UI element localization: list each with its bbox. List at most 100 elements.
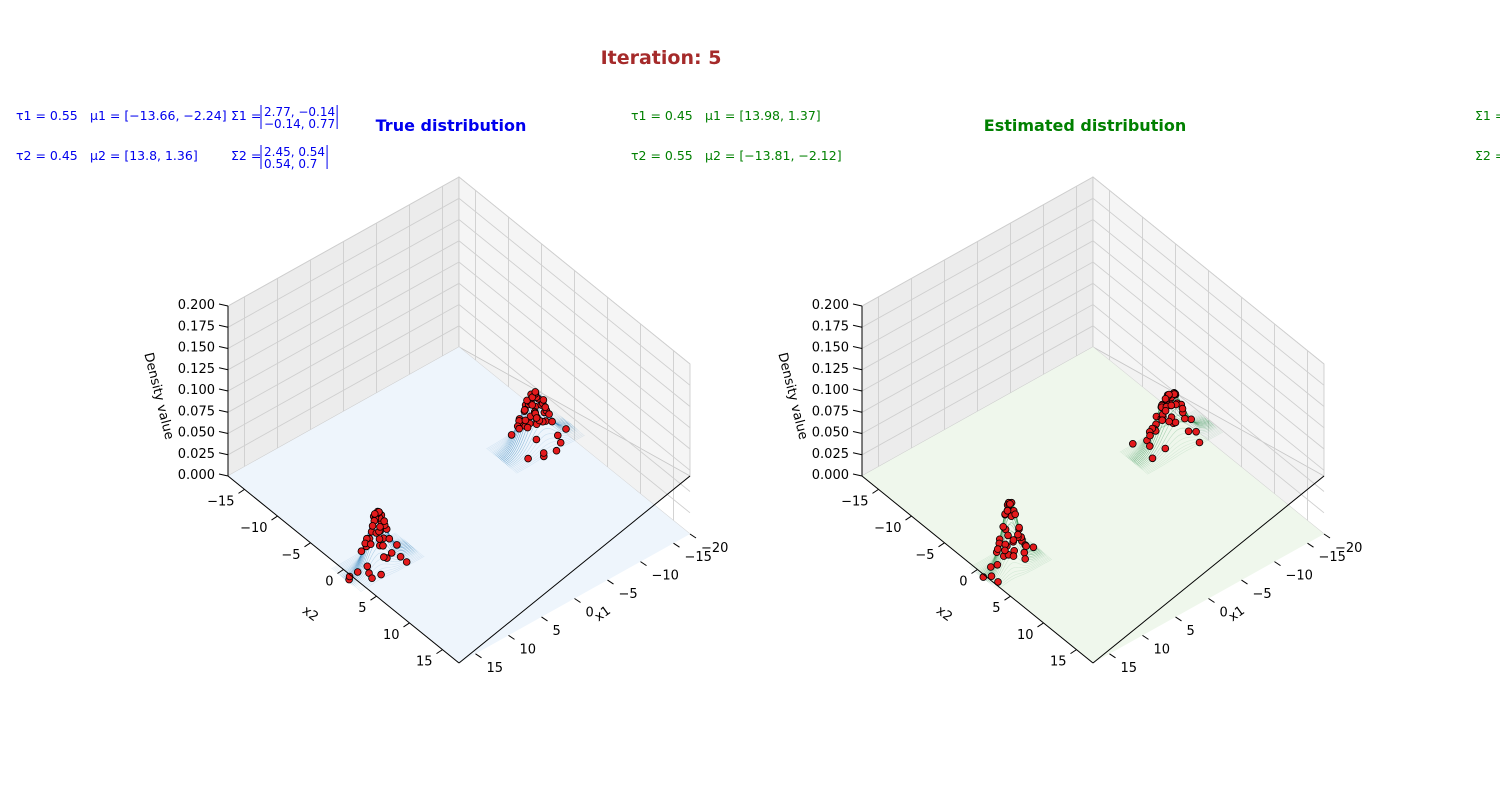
- z-tick-label: 0.100: [812, 383, 849, 398]
- z-tick-label: 0.200: [812, 298, 849, 313]
- x2-tick: [304, 542, 311, 548]
- z-tick: [852, 452, 863, 456]
- surface-line: [992, 555, 1048, 587]
- x2-axis-label: x2: [933, 603, 955, 625]
- data-point: [1187, 415, 1195, 424]
- data-point: [532, 435, 541, 444]
- data-point: [363, 562, 372, 571]
- sigma-row-1: 2.45, 0.54: [264, 145, 325, 159]
- sigma-row-1: 2.77, −0.14: [264, 105, 335, 119]
- data-point: [1178, 404, 1187, 413]
- x1-tick-label: 5: [1187, 624, 1195, 639]
- z-tick: [218, 409, 229, 413]
- x1-tick: [1142, 634, 1149, 640]
- sigma-annotation: Σ1 =: [231, 108, 261, 123]
- grid-line: [227, 240, 691, 429]
- x1-tick-label: −15: [1319, 550, 1346, 565]
- z-tick: [852, 367, 863, 371]
- x2-tick: [938, 542, 945, 548]
- z-tick: [852, 431, 863, 434]
- grid-line: [227, 303, 691, 492]
- data-point: [380, 517, 389, 525]
- x2-tick: [905, 515, 912, 521]
- z-tick-label: 0.075: [812, 404, 849, 419]
- x1-tick: [640, 561, 647, 567]
- surface-line: [1142, 428, 1219, 472]
- surface-line: [994, 557, 1051, 588]
- data-point: [541, 403, 550, 412]
- panel-true-distribution: 0.000 0.025 0.050 0.075 0.100 0.125 0.150 0.175…: [16, 105, 728, 676]
- density-surface-base: [862, 347, 1324, 663]
- sigma-annotation: Σ2 =: [1475, 148, 1500, 163]
- x1-tick-label: −10: [652, 569, 679, 584]
- sigma-row-2: −0.14, 0.77: [264, 117, 335, 131]
- data-point: [524, 454, 532, 463]
- data-point: [353, 568, 362, 576]
- data-point: [393, 541, 401, 549]
- surface-line: [1146, 430, 1222, 474]
- data-point: [357, 547, 366, 555]
- z-axis-label: Density value: [774, 351, 810, 441]
- mu-annotation: μ1 = [13.98, 1.37]: [705, 108, 821, 123]
- grid-line: [861, 282, 1325, 471]
- tau-annotation: τ1 = 0.55: [16, 108, 78, 123]
- surface-line: [990, 548, 1046, 585]
- x2-tick-label: 15: [1050, 655, 1067, 670]
- z-tick: [218, 388, 229, 392]
- data-point: [523, 423, 532, 432]
- surface-line: [360, 556, 425, 593]
- x2-tick: [238, 488, 245, 494]
- x1-tick: [475, 653, 482, 659]
- parameter-annotations: τ1 = 0.55 μ1 = [−13.66, −2.24] Σ1 = 2.77, …: [16, 105, 338, 171]
- data-point: [1014, 530, 1022, 539]
- z-tick: [852, 324, 863, 328]
- data-point: [1165, 417, 1173, 426]
- data-point: [999, 522, 1008, 531]
- z-tick-label: 0.050: [812, 426, 849, 441]
- z-tick-label: 0.200: [178, 298, 215, 313]
- data-point: [379, 541, 387, 550]
- tau-annotation: τ2 = 0.55: [631, 148, 693, 163]
- grid-line: [861, 240, 1325, 429]
- data-points: [979, 389, 1204, 586]
- z-tick-label: 0.175: [178, 319, 215, 334]
- data-point: [1161, 394, 1170, 403]
- data-point: [539, 449, 548, 457]
- surface-line: [1144, 429, 1220, 472]
- data-point: [545, 410, 553, 418]
- surface-line: [357, 554, 423, 591]
- z-tick: [218, 473, 229, 477]
- x1-tick: [574, 598, 581, 603]
- x2-tick: [971, 569, 978, 574]
- x2-tick-label: 10: [383, 628, 400, 643]
- data-point: [993, 545, 1002, 553]
- data-point: [368, 522, 377, 530]
- surface-line: [359, 555, 424, 592]
- data-points: [345, 388, 570, 584]
- x2-tick: [1070, 649, 1077, 655]
- grid-line: [227, 197, 691, 386]
- z-tick-label: 0.175: [812, 319, 849, 334]
- mu-annotation: μ2 = [13.8, 1.36]: [90, 148, 198, 163]
- data-point: [345, 572, 354, 581]
- data-point: [1148, 454, 1157, 463]
- x2-tick: [370, 595, 377, 601]
- grid-line: [861, 261, 1325, 450]
- x1-tick: [508, 634, 515, 640]
- density-surface-base: [228, 347, 690, 663]
- z-tick-label: 0.025: [178, 447, 215, 462]
- data-point: [1184, 427, 1193, 436]
- surface-line: [993, 556, 1049, 588]
- data-point: [1004, 531, 1012, 540]
- data-point: [1011, 510, 1020, 519]
- z-axis: 0.000 0.025 0.050 0.075 0.100 0.125 0.150 0.175…: [140, 298, 229, 483]
- data-point: [548, 417, 556, 426]
- data-point: [1009, 552, 1018, 560]
- grid-line: [861, 303, 1325, 492]
- surface-line: [509, 427, 578, 468]
- surface-line: [515, 434, 584, 473]
- data-point: [402, 558, 411, 566]
- data-point: [553, 431, 562, 440]
- z-tick: [852, 346, 863, 349]
